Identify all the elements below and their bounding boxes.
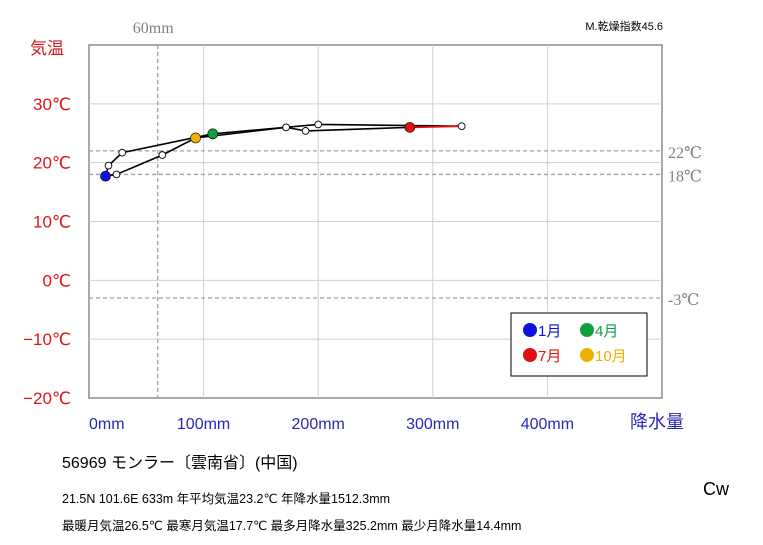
reference-label-vertical: 60mm: [133, 20, 174, 37]
x-axis-title: 降水量: [630, 412, 684, 432]
chart-title: 56969 モンラー〔雲南省〕(中国): [62, 454, 298, 472]
y-tick-label: 20℃: [33, 154, 71, 173]
aridity-index: M.乾燥指数45.6: [585, 19, 663, 33]
legend-marker: [580, 323, 594, 337]
data-point-month-1: [100, 170, 111, 182]
reference-label-horizontal: 22℃: [668, 145, 702, 162]
data-point-month-3: [118, 148, 127, 157]
y-tick-label: 10℃: [33, 213, 71, 232]
legend-marker: [523, 323, 537, 337]
y-tick-labels: −20℃ −10℃ 0℃ 10℃ 20℃ 30℃: [23, 95, 71, 408]
climate-class: Cw: [703, 479, 730, 499]
data-point-month-4: [207, 128, 219, 140]
legend-label: 10月: [595, 348, 627, 365]
series-points: [100, 120, 466, 182]
data-point-month-6: [457, 122, 466, 131]
y-tick-label: −10℃: [23, 330, 71, 349]
series-segment: [408, 125, 463, 129]
data-point-month-11: [158, 151, 167, 159]
reference-label-horizontal: 18℃: [668, 168, 702, 185]
legend-label: 4月: [595, 323, 618, 340]
legend-label: 1月: [538, 323, 561, 340]
series-segment: [115, 154, 164, 176]
y-axis-title: 気温: [30, 39, 64, 58]
x-tick-label: 100mm: [177, 416, 230, 433]
data-point-month-9: [282, 123, 290, 132]
legend: 1月 4月 7月 10月: [510, 312, 648, 377]
series-segment: [161, 137, 197, 156]
data-point-month-2: [104, 161, 113, 170]
reference-lines: 60mm 22℃ 18℃ -3℃: [89, 20, 702, 398]
info-line-1: 21.5N 101.6E 633m 年平均気温23.2℃ 年降水量1512.3m…: [62, 491, 390, 506]
x-tick-label: 0mm: [89, 416, 125, 433]
legend-box: [510, 312, 648, 377]
x-tick-label: 300mm: [406, 416, 459, 433]
legend-marker: [523, 348, 537, 362]
legend-label: 7月: [538, 348, 561, 365]
y-tick-label: −20℃: [23, 389, 71, 408]
y-tick-label: 0℃: [42, 271, 71, 290]
x-tick-label: 400mm: [521, 416, 574, 433]
data-point-month-10: [190, 132, 201, 144]
data-point-month-5: [314, 120, 323, 129]
reference-label-horizontal: -3℃: [668, 292, 699, 309]
data-point-month-7: [404, 122, 416, 133]
y-tick-label: 30℃: [33, 95, 71, 114]
data-point-month-12: [112, 170, 121, 179]
info-line-2: 最暖月気温26.5℃ 最寒月気温17.7℃ 最多月降水量325.2mm 最少月降…: [62, 518, 521, 533]
data-point-month-8: [301, 127, 310, 135]
legend-marker: [580, 348, 594, 362]
series-segment: [304, 126, 411, 132]
x-tick-label: 200mm: [292, 416, 345, 433]
x-tick-labels: 0mm 100mm 200mm 300mm 400mm: [89, 416, 574, 433]
